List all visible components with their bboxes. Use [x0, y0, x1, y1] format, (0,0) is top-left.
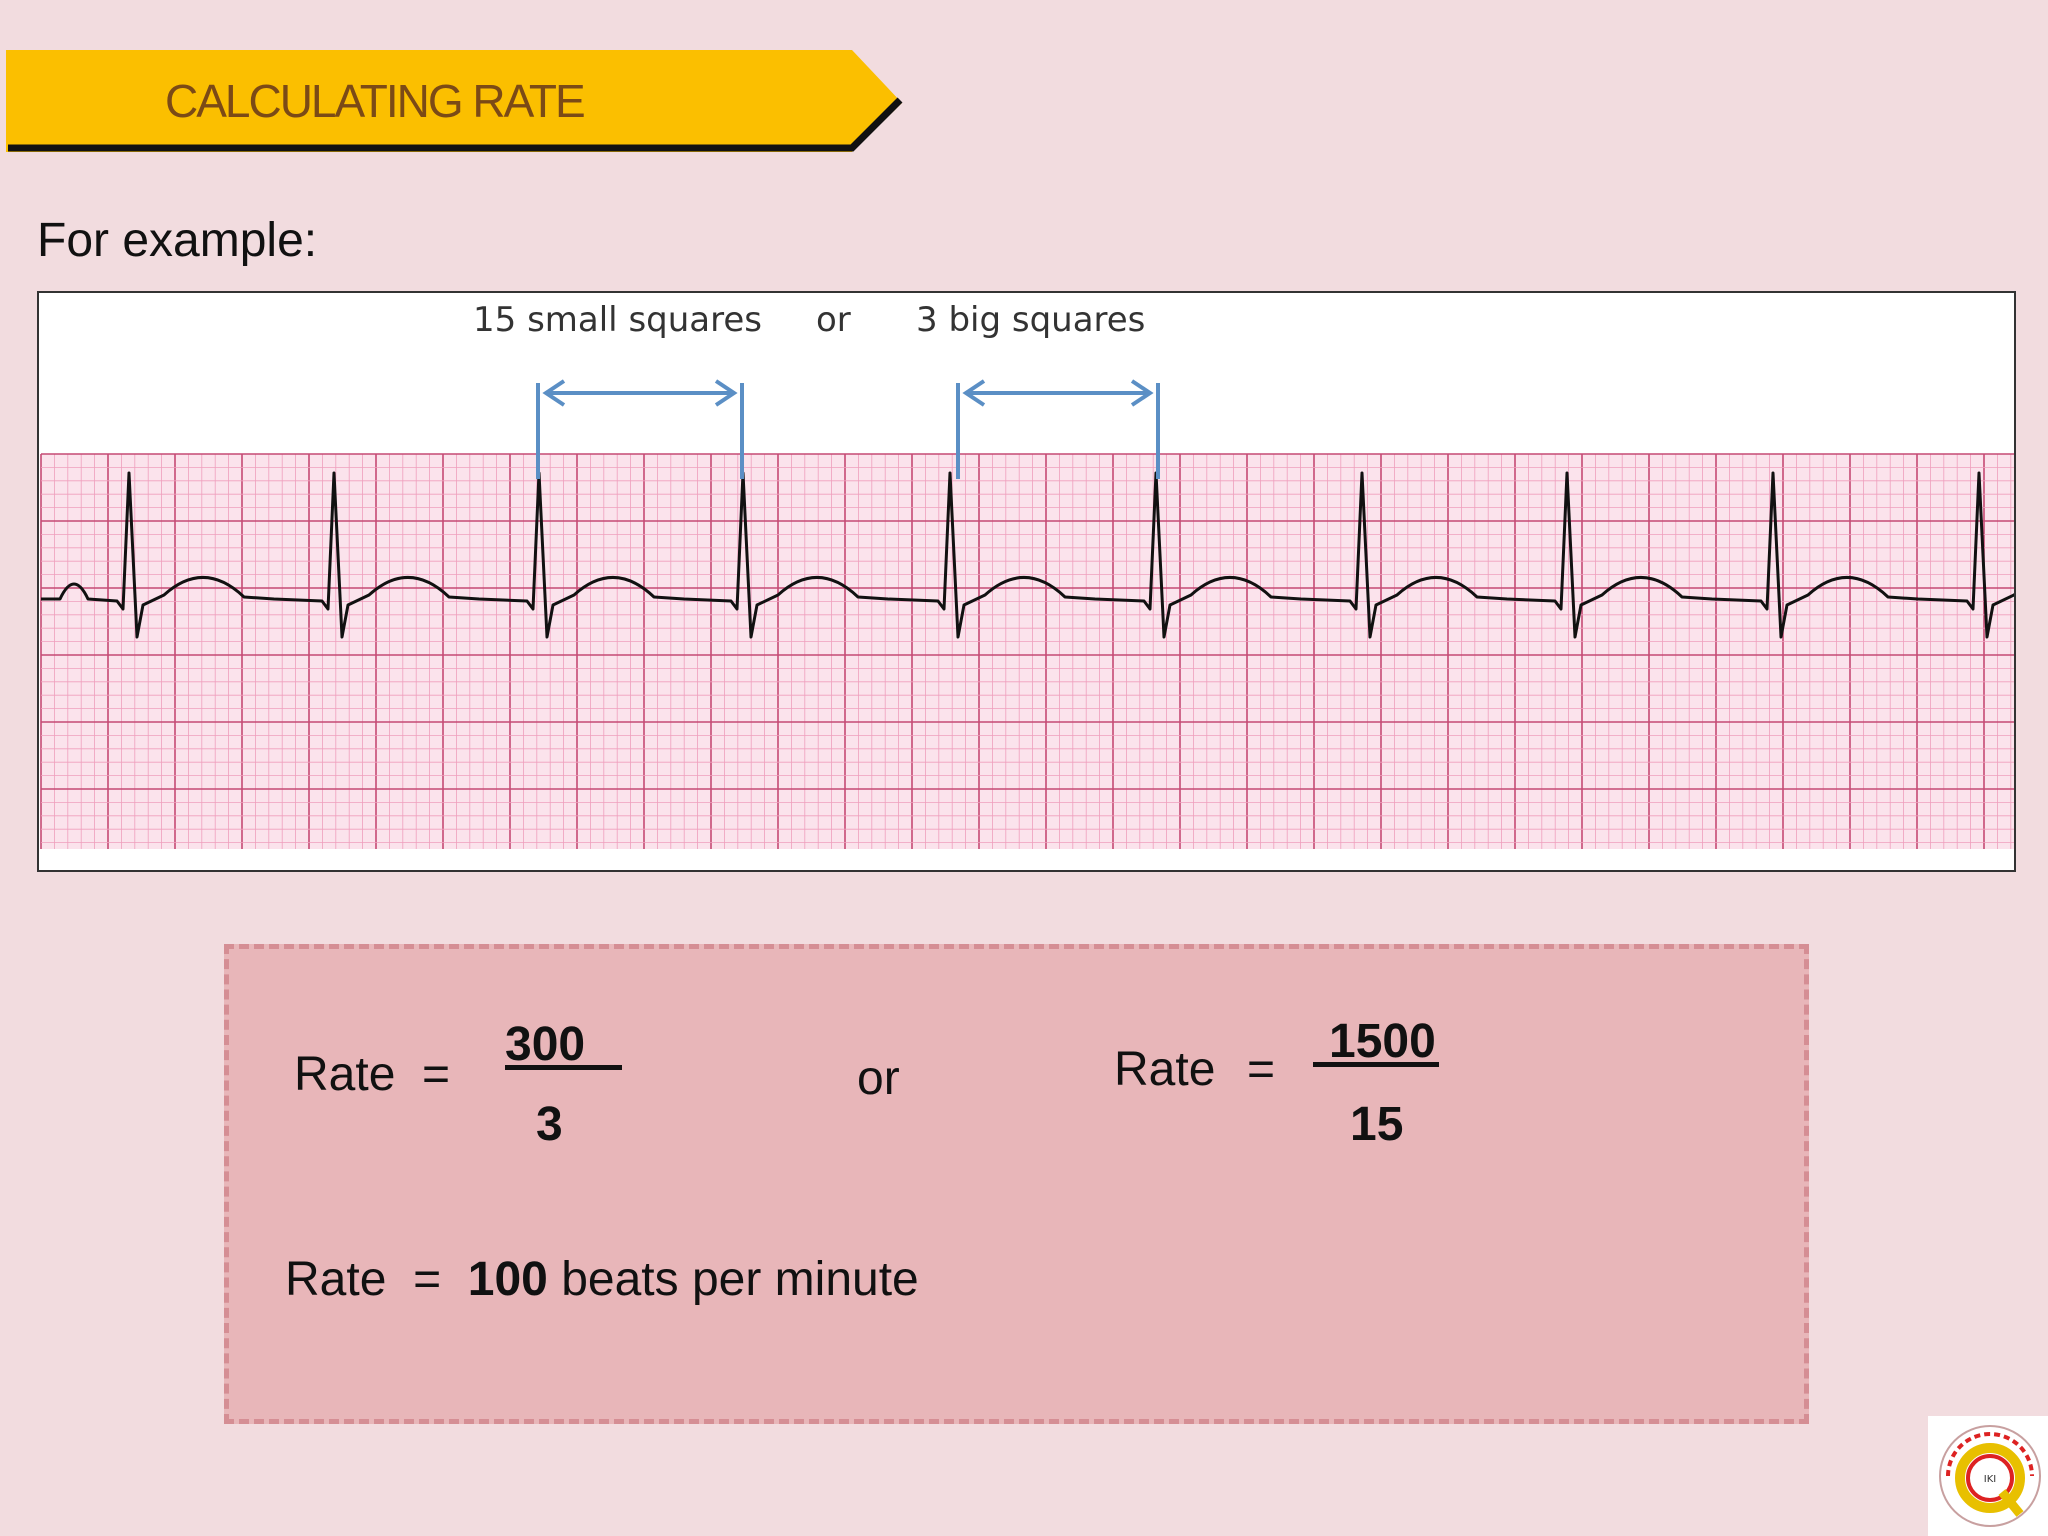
formula2-lhs: Rate — [1114, 1043, 1216, 1096]
result-lhs: Rate — [285, 1253, 387, 1306]
formula2-denominator: 15 — [1350, 1098, 1404, 1151]
formula1-fraction-bar — [505, 1065, 622, 1070]
ecg-figure: 15 small squares or 3 big squares — [37, 291, 2016, 872]
label-or: or — [816, 300, 851, 340]
ecg-grid — [40, 453, 2014, 849]
ecg-trace — [41, 471, 2014, 639]
formula1-denominator: 3 — [536, 1098, 563, 1151]
formula2-equals: = — [1247, 1043, 1276, 1096]
formula1-equals: = — [422, 1048, 451, 1101]
result-equals: = — [413, 1253, 442, 1306]
interval-markers — [536, 379, 1160, 479]
result-unit: beats per minute — [561, 1253, 919, 1306]
label-big-squares: 3 big squares — [916, 300, 1145, 340]
formula1-numerator: 300 — [505, 1018, 586, 1071]
formula2-numerator: 1500 — [1329, 1015, 1436, 1068]
intro-text: For example: — [37, 214, 318, 267]
result-line: Rate = 100 beats per minute — [285, 1252, 919, 1307]
title-banner — [6, 50, 903, 152]
formula1-lhs: Rate — [294, 1048, 396, 1101]
slide-title: CALCULATING RATE — [165, 75, 586, 127]
result-value: 100 — [467, 1253, 548, 1306]
calculation-box: Rate = 300 3 or Rate = 1500 15 Rate = 10… — [224, 944, 1809, 1424]
or-text: or — [857, 1052, 900, 1105]
svg-text:IKI: IKI — [1984, 1474, 1996, 1485]
institution-logo: IKI — [1928, 1416, 2048, 1536]
formula2-fraction-bar — [1313, 1062, 1439, 1067]
label-small-squares: 15 small squares — [473, 300, 762, 340]
